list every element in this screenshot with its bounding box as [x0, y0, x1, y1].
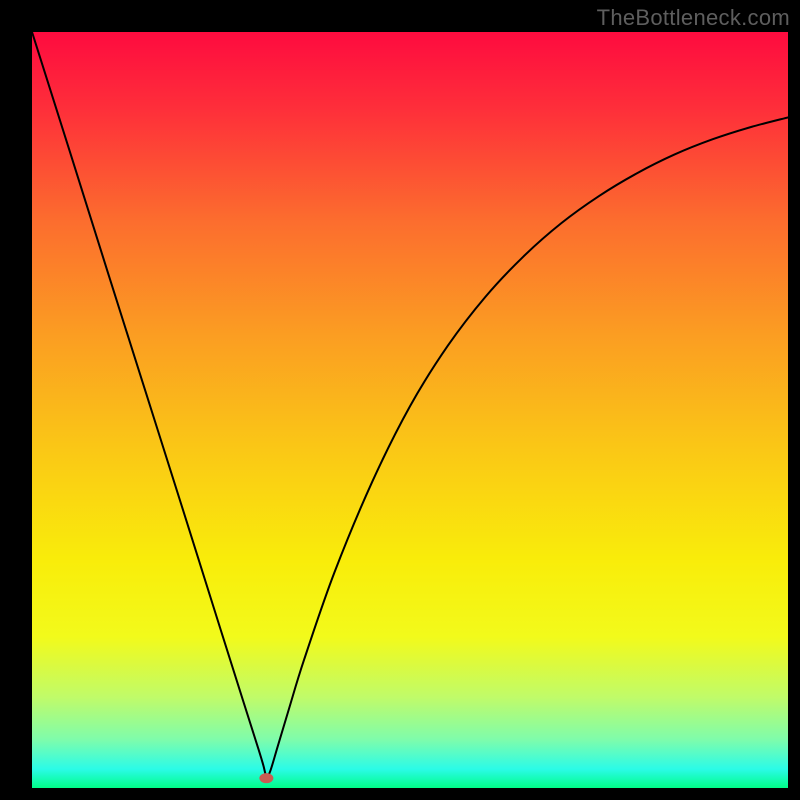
chart-frame: TheBottleneck.com: [0, 0, 800, 800]
watermark-text: TheBottleneck.com: [597, 5, 790, 31]
plot-area: [32, 32, 788, 788]
gradient-background: [32, 32, 788, 788]
minimum-marker: [259, 773, 273, 783]
chart-svg: [32, 32, 788, 788]
